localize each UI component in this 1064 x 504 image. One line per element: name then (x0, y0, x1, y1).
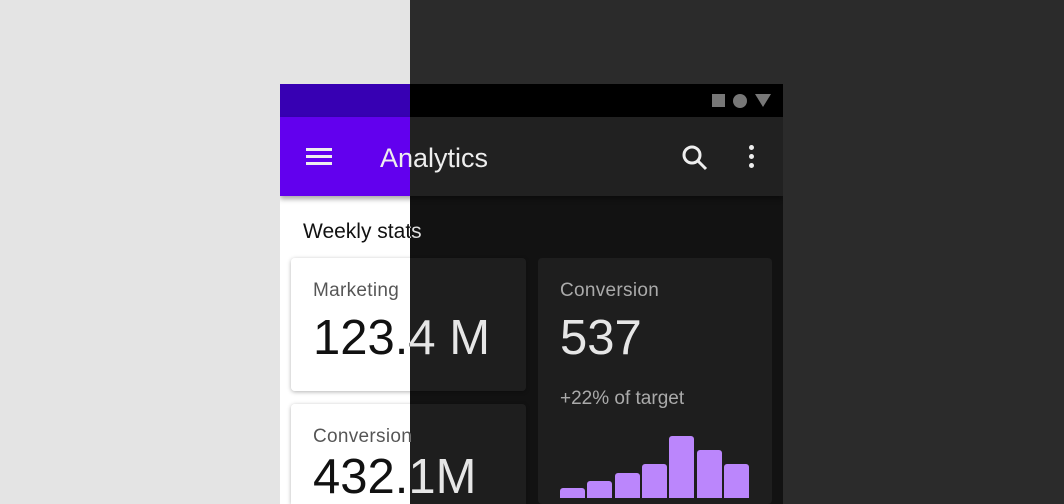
card-value: 123.4 M (313, 311, 491, 365)
square-icon (712, 94, 725, 107)
chart-bar (669, 436, 695, 498)
app-title: Analytics (380, 143, 489, 173)
section-title: Weekly stats (303, 220, 422, 243)
card-label: Marketing (313, 280, 400, 301)
triangle-icon (755, 94, 771, 107)
chart-bar (560, 488, 585, 498)
search-icon[interactable] (680, 143, 710, 173)
menu-icon[interactable] (306, 148, 332, 166)
card-label: Conversion (560, 280, 660, 301)
card-value: 432.1M (313, 450, 477, 504)
more-vert-icon[interactable] (746, 145, 756, 171)
chart-bar (587, 481, 613, 498)
phone-screen: Analytics Weekly stats Marketing 123.4 M… (280, 84, 783, 504)
marketing-card[interactable]: Marketing 123.4 M (291, 258, 526, 391)
chart-bar (614, 473, 640, 498)
chart-bar (723, 464, 749, 498)
bar-chart (560, 418, 750, 498)
card-value: 537 (560, 311, 642, 365)
card-subtitle: +22% of target (560, 388, 685, 409)
chart-bar (641, 464, 667, 498)
app-bar: Analytics (280, 117, 783, 196)
conversion-card-2[interactable]: Conversion 432.1M (291, 404, 526, 504)
conversion-card[interactable]: Conversion 537 +22% of target (538, 258, 772, 504)
circle-icon (733, 93, 747, 108)
chart-bar (696, 450, 722, 498)
card-label: Conversion (313, 426, 413, 447)
status-bar (280, 84, 783, 117)
